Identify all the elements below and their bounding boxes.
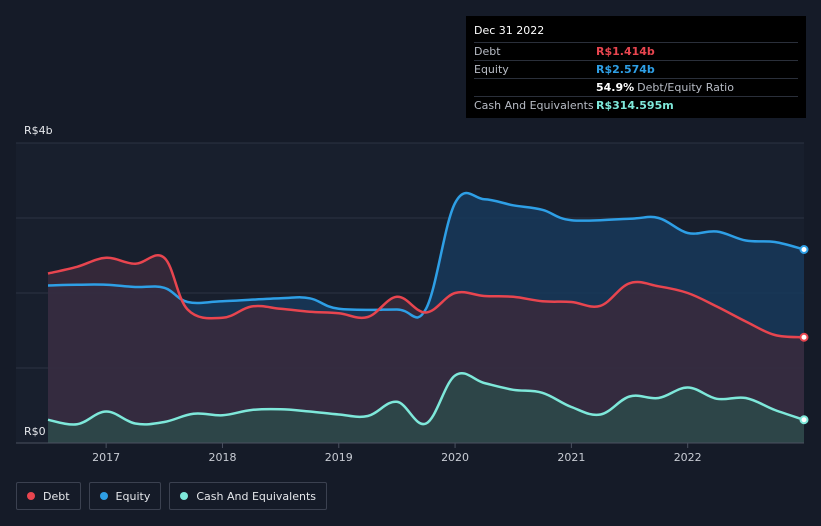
x-tick-label: 2017 — [92, 451, 120, 464]
tooltip-row-equity: Equity R$2.574b — [474, 60, 798, 78]
legend: Debt Equity Cash And Equivalents — [16, 482, 327, 510]
tooltip-ratio-label: Debt/Equity Ratio — [637, 81, 734, 94]
tooltip-label: Debt — [474, 45, 501, 58]
debt-line — [47, 253, 805, 339]
legend-item-debt[interactable]: Debt — [16, 482, 81, 510]
debt-area — [48, 255, 804, 443]
legend-dot-debt — [27, 492, 35, 500]
series-lines — [47, 191, 805, 426]
tooltip-value-debt: R$1.414b — [596, 45, 655, 58]
x-tick-label: 2018 — [208, 451, 236, 464]
tooltip-value-cash: R$314.595m — [596, 99, 674, 112]
x-tick-label: 2019 — [325, 451, 353, 464]
debt-end-marker — [799, 332, 809, 342]
cash-and-equivalents-line — [47, 371, 805, 426]
tooltip-date: Dec 31 2022 — [474, 24, 545, 37]
equity-end-marker — [799, 245, 809, 254]
equity-line — [47, 191, 805, 319]
legend-dot-cash — [180, 492, 189, 500]
axes: 2017 2018 2019 2020 2021 2022 R$4b R$0 — [16, 124, 804, 464]
tooltip-row-cash: Cash And Equivalents R$314.595m — [474, 96, 798, 114]
tooltip-label: Cash And Equivalents — [474, 99, 594, 112]
x-tick-label: 2022 — [674, 451, 702, 464]
legend-label: Cash And Equivalents — [196, 489, 316, 503]
legend-label: Equity — [115, 489, 151, 503]
legend-dot-equity — [99, 492, 108, 500]
x-tick-label: 2021 — [557, 451, 585, 464]
series-areas — [48, 193, 804, 443]
data-tooltip: Dec 31 2022 Debt R$1.414b Equity R$2.574… — [466, 16, 806, 118]
cash-and-equivalents-area — [48, 373, 804, 443]
x-tick-label: 2020 — [441, 451, 469, 464]
legend-item-equity[interactable]: Equity — [88, 482, 162, 510]
series-markers — [799, 245, 809, 425]
tooltip-label: Equity — [474, 63, 509, 76]
legend-label: Debt — [43, 489, 70, 503]
legend-item-cash[interactable]: Cash And Equivalents — [169, 482, 327, 510]
tooltip-value-equity: R$2.574b — [596, 63, 655, 76]
cash-and-equivalents-end-marker — [799, 415, 809, 425]
y-tick-label: R$4b — [24, 124, 53, 137]
tooltip-row-ratio: 54.9% Debt/Equity Ratio — [474, 78, 798, 96]
tooltip-value-ratio: 54.9% — [596, 81, 635, 94]
y-tick-label: R$0 — [24, 425, 46, 438]
tooltip-row-debt: Debt R$1.414b — [474, 42, 798, 60]
